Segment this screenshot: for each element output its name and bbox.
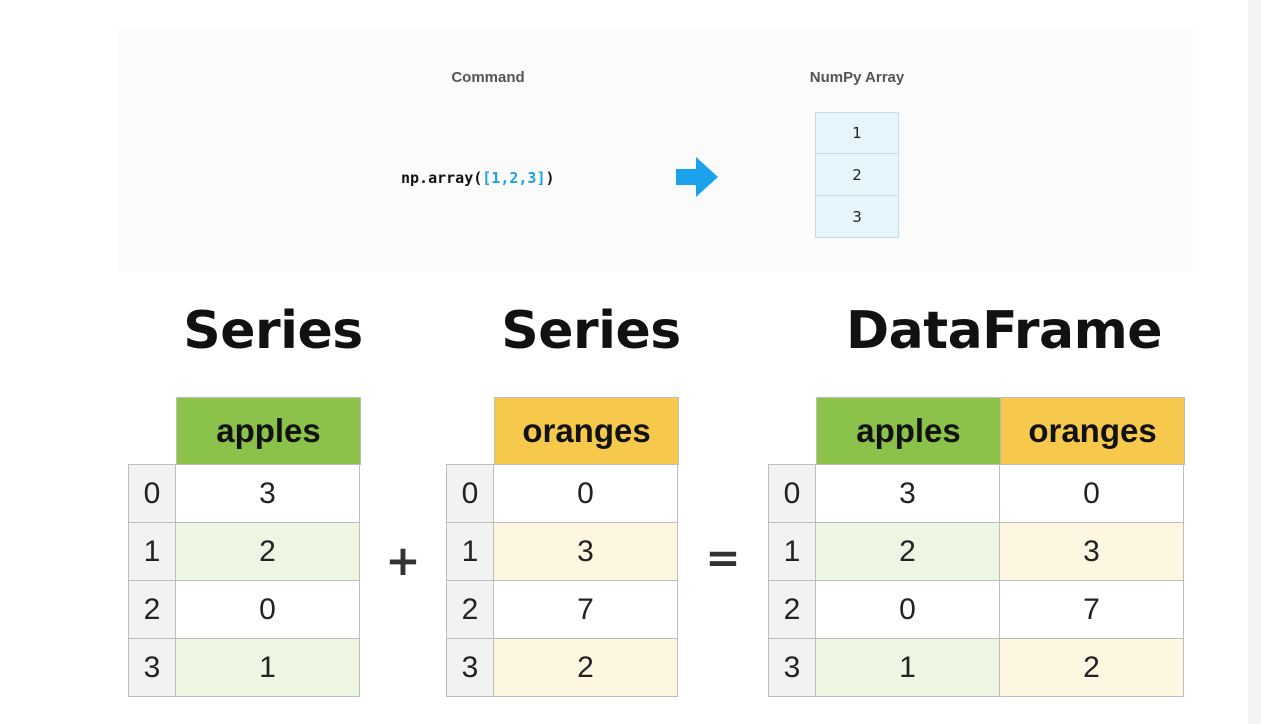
value-cell: 1	[175, 638, 360, 697]
dataframe-table: apples oranges 0 3 0 1 2 3 2 0 7 3 1 2	[768, 397, 1185, 697]
table-row: 3 1 2	[768, 638, 1185, 697]
table-row: 2 0 7	[768, 580, 1185, 639]
value-cell: 0	[175, 580, 360, 639]
command-argument: [1,2,3]	[482, 169, 546, 187]
value-cell: 2	[175, 522, 360, 581]
table-row: 3 2	[446, 638, 679, 697]
index-cell: 1	[446, 522, 494, 581]
index-cell: 0	[446, 464, 494, 523]
plus-operator: +	[385, 536, 421, 585]
index-cell: 0	[768, 464, 816, 523]
index-cell: 2	[768, 580, 816, 639]
np-array-command: np.array([1,2,3])	[401, 169, 555, 187]
table-row: 2 0	[128, 580, 361, 639]
apples-cell: 2	[815, 522, 1000, 581]
command-prefix: np.array(	[401, 169, 483, 187]
value-cell: 7	[493, 580, 678, 639]
table-row: 0 3 0	[768, 464, 1185, 523]
apples-cell: 0	[815, 580, 1000, 639]
equals-operator: =	[705, 533, 741, 582]
table-row: 1 3	[446, 522, 679, 581]
index-header-blank	[128, 397, 176, 465]
numpy-array: 1 2 3	[815, 112, 899, 238]
index-cell: 3	[128, 638, 176, 697]
table-row: 1 2	[128, 522, 361, 581]
command-suffix: )	[545, 169, 555, 187]
dataframe-title: DataFrame	[845, 301, 1163, 361]
table-row: 1 2 3	[768, 522, 1185, 581]
right-edge-strip	[1248, 0, 1261, 724]
oranges-cell: 7	[999, 580, 1184, 639]
value-cell: 0	[493, 464, 678, 523]
index-cell: 3	[446, 638, 494, 697]
numpy-array-cell: 2	[815, 154, 899, 196]
numpy-panel: Command NumPy Array np.array([1,2,3]) 1 …	[118, 28, 1193, 272]
command-header: Command	[451, 69, 525, 86]
value-cell: 2	[493, 638, 678, 697]
series-apples-table: apples 0 3 1 2 2 0 3 1	[128, 397, 361, 697]
table-row: 0 3	[128, 464, 361, 523]
numpy-array-cell: 1	[815, 112, 899, 154]
value-cell: 3	[493, 522, 678, 581]
oranges-cell: 2	[999, 638, 1184, 697]
numpy-array-header: NumPy Array	[809, 69, 905, 86]
oranges-header: oranges	[494, 397, 679, 465]
index-header-blank	[768, 397, 816, 465]
index-cell: 1	[128, 522, 176, 581]
oranges-cell: 0	[999, 464, 1184, 523]
apples-header: apples	[176, 397, 361, 465]
index-header-blank	[446, 397, 494, 465]
index-cell: 2	[446, 580, 494, 639]
table-row: 2 7	[446, 580, 679, 639]
series-apples-title: Series	[183, 301, 363, 361]
index-cell: 0	[128, 464, 176, 523]
index-cell: 1	[768, 522, 816, 581]
table-row: 0 0	[446, 464, 679, 523]
value-cell: 3	[175, 464, 360, 523]
right-arrow-icon	[676, 157, 718, 197]
numpy-array-cell: 3	[815, 196, 899, 238]
apples-cell: 1	[815, 638, 1000, 697]
series-oranges-title: Series	[501, 301, 681, 361]
oranges-cell: 3	[999, 522, 1184, 581]
table-row: 3 1	[128, 638, 361, 697]
series-oranges-table: oranges 0 0 1 3 2 7 3 2	[446, 397, 679, 697]
dataframe-apples-header: apples	[816, 397, 1001, 465]
apples-cell: 3	[815, 464, 1000, 523]
index-cell: 3	[768, 638, 816, 697]
dataframe-oranges-header: oranges	[1000, 397, 1185, 465]
index-cell: 2	[128, 580, 176, 639]
